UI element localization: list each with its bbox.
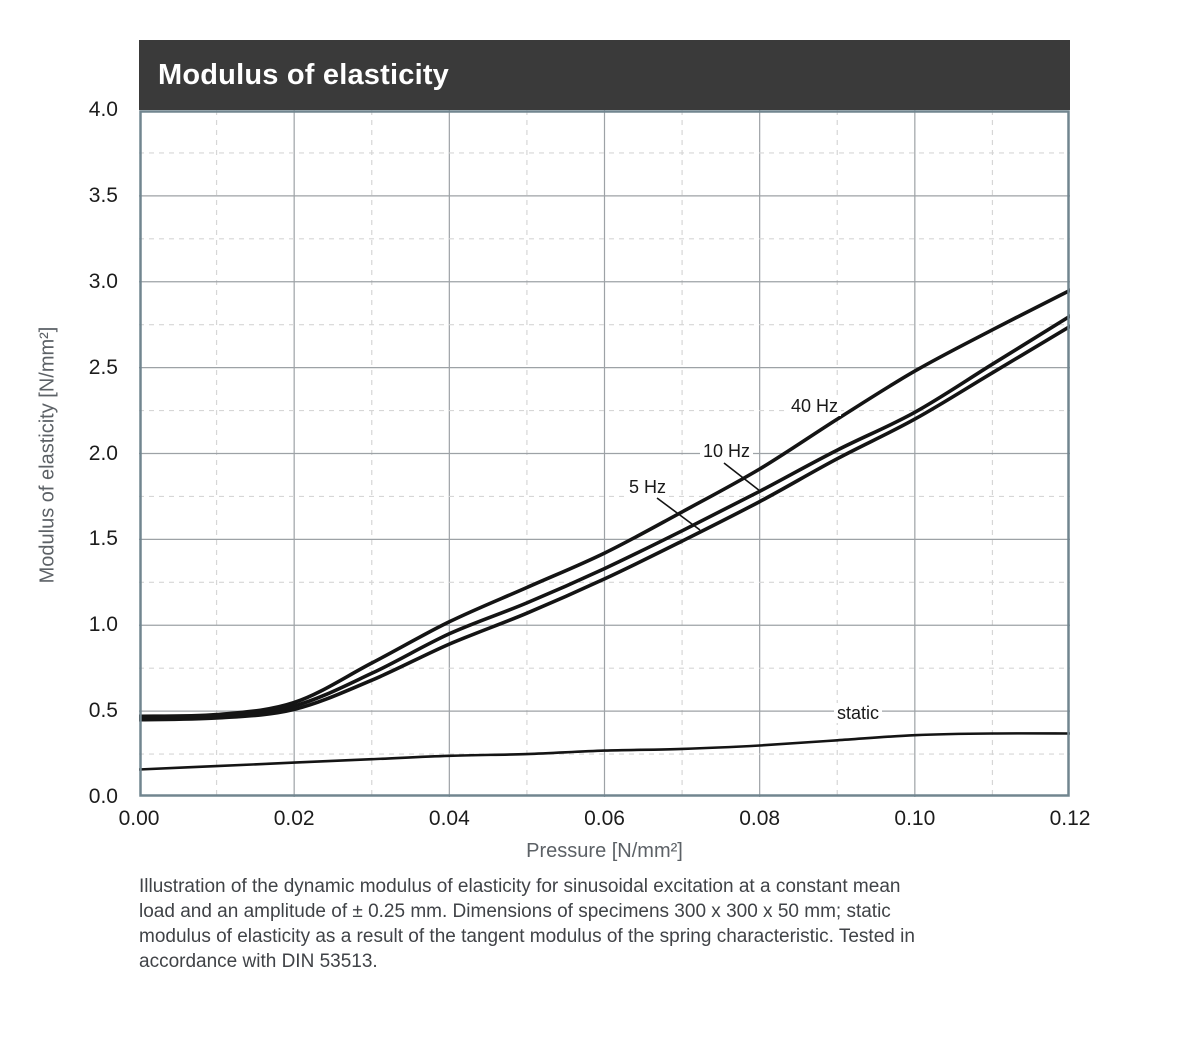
- curve-40-hz: [139, 288, 1070, 719]
- y-tick-label: 2.5: [88, 355, 118, 379]
- caption-line: load and an amplitude of ± 0.25 mm. Dime…: [139, 901, 891, 922]
- caption-line: modulus of elasticity as a result of the…: [139, 926, 915, 947]
- curve-label-10hz: 10 Hz: [700, 441, 754, 461]
- x-tick-label: 0.02: [273, 807, 315, 830]
- x-tick-label: 0.00: [118, 807, 160, 830]
- x-tick-label: 0.08: [739, 807, 781, 830]
- chart-title: Modulus of elasticity: [158, 58, 450, 91]
- y-tick-label: 1.0: [88, 613, 118, 637]
- y-tick-label: 3.0: [88, 269, 118, 293]
- curve-label-static: static: [834, 703, 883, 723]
- x-tick-label: 0.12: [1049, 807, 1091, 830]
- y-tick-label: 1.5: [88, 527, 118, 551]
- curve-static: [139, 732, 1070, 771]
- curve-5-hz: [139, 324, 1070, 722]
- y-tick-label: 2.0: [88, 441, 118, 465]
- plot-frame: [139, 110, 1070, 797]
- leader-line-10hz: [723, 462, 761, 492]
- x-tick-label: 0.04: [428, 807, 470, 830]
- x-tick-label: 0.10: [894, 807, 936, 830]
- leader-line-5hz: [656, 497, 701, 531]
- curve-label-5hz: 5 Hz: [626, 477, 670, 497]
- caption-line: Illustration of the dynamic modulus of e…: [139, 876, 901, 897]
- caption-line: accordance with DIN 53513.: [139, 951, 378, 972]
- y-tick-label: 0.5: [88, 699, 118, 723]
- gridlines: [139, 110, 1070, 797]
- x-axis-title: Pressure [N/mm²]: [526, 840, 683, 862]
- leader-lines: [656, 462, 761, 531]
- x-tick-label: 0.06: [584, 807, 625, 830]
- figure-caption: Illustration of the dynamic modulus of e…: [139, 874, 1079, 974]
- chart-title-bar: Modulus of elasticity: [139, 40, 1070, 110]
- y-tick-label: 3.5: [88, 183, 118, 207]
- curve-10-hz: [139, 314, 1070, 720]
- plot-area: [139, 110, 1070, 797]
- data-curves: [139, 288, 1070, 771]
- curve-label-40hz: 40 Hz: [788, 396, 842, 416]
- y-tick-label: 4.0: [88, 98, 118, 121]
- chart-canvas: [139, 110, 1070, 797]
- y-tick-label: 0.0: [88, 785, 118, 808]
